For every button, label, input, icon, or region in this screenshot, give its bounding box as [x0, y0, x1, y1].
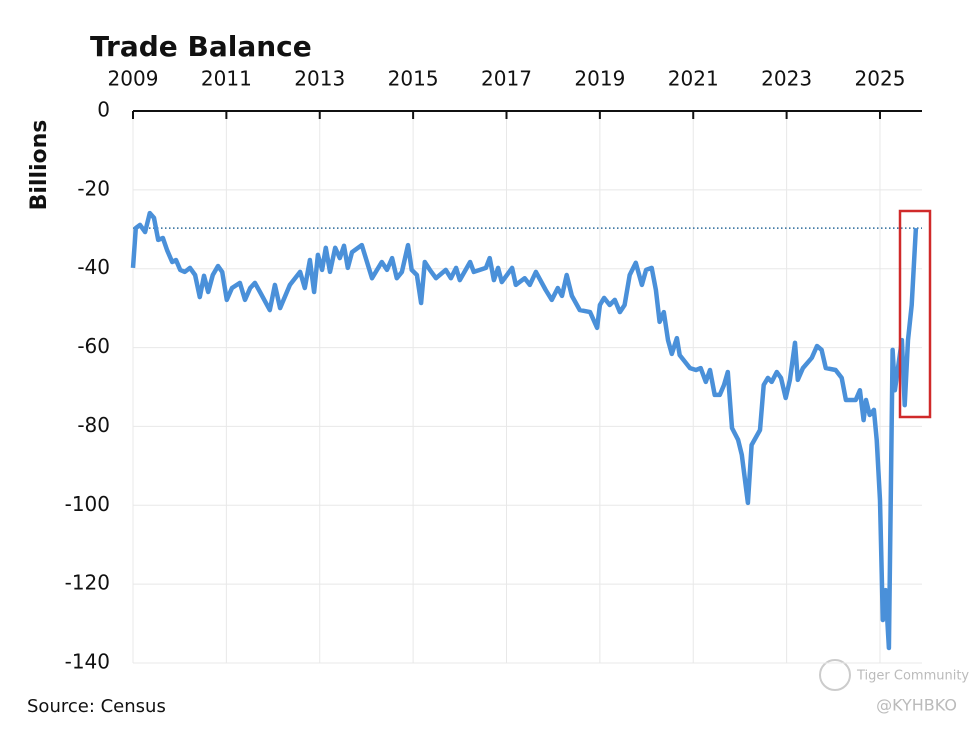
x-tick-label: 2023 [761, 67, 812, 91]
y-tick-label: -120 [65, 571, 110, 595]
watermark-logo [819, 659, 851, 691]
highlight-box [898, 209, 932, 419]
x-tick-label: 2009 [108, 67, 159, 91]
x-tick-label: 2017 [481, 67, 532, 91]
data-line [130, 210, 919, 651]
x-tick-label: 2015 [388, 67, 439, 91]
x-tick-label: 2025 [855, 67, 906, 91]
x-tick-label: 2021 [668, 67, 719, 91]
y-tick-label: -100 [65, 492, 110, 516]
credit: @KYHBKO [876, 696, 957, 715]
x-tick-label: 2013 [294, 67, 345, 91]
y-tick-label: 0 [97, 98, 110, 122]
plot: 0 -20 -40 -60 -80 -100 -120 -140 2009 2011 2013 201… [65, 67, 922, 674]
y-tick-label: -140 [65, 650, 110, 674]
y-tick-label: -80 [77, 413, 110, 437]
y-axis-label: Billions [27, 120, 52, 211]
y-tick-label: -40 [77, 255, 110, 279]
chart-title: Trade Balance [90, 30, 312, 63]
x-tick-label: 2019 [574, 67, 625, 91]
y-tick-label: -60 [77, 334, 110, 358]
source: Source: Census [27, 696, 166, 717]
x-tick-label: 2011 [201, 67, 252, 91]
y-tick-label: -20 [77, 176, 110, 200]
watermark: Tiger Community [856, 669, 969, 684]
